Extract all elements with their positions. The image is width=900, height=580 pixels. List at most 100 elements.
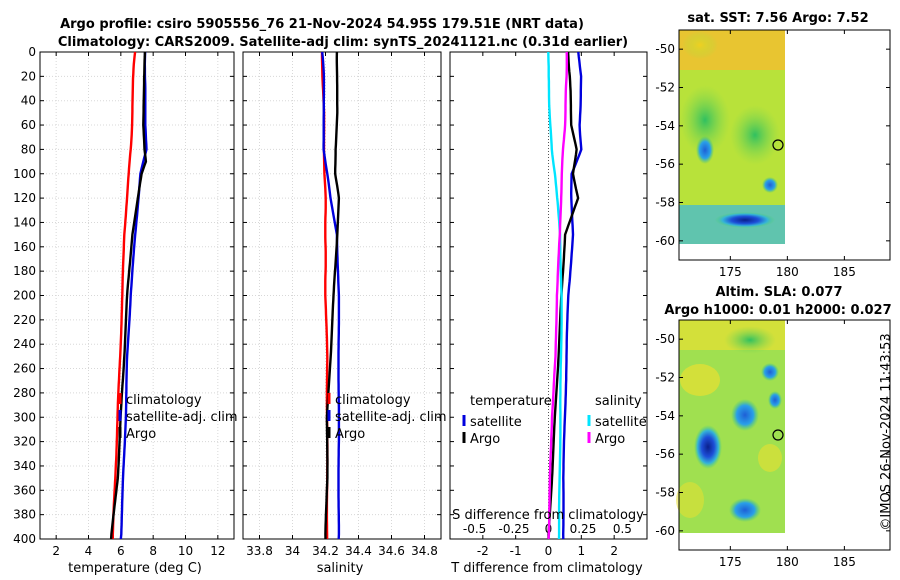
- sst-green-patch-2: [730, 105, 780, 165]
- sla-yellow-2: [758, 444, 782, 472]
- y-tick-label: 360: [13, 483, 36, 497]
- sla-green-1: [724, 326, 776, 354]
- y-tick-label: 40: [21, 94, 36, 108]
- map-x-tick-label: 185: [833, 265, 856, 279]
- y-tick-label: 0: [28, 45, 36, 59]
- x-tick-label: 6: [117, 544, 125, 558]
- credit-text: ©IMOS 26-Nov-2024 11:43:53: [879, 333, 894, 530]
- map-x-tick-label: 185: [833, 555, 856, 569]
- y-tick-label: 180: [13, 264, 36, 278]
- sla-eddy-3: [768, 391, 782, 409]
- x-tick-label: 34.2: [312, 544, 339, 558]
- x-tick-label: 8: [149, 544, 157, 558]
- map-y-tick-label: -54: [655, 119, 675, 133]
- y-tick-label: 220: [13, 313, 36, 327]
- difference-xlabel2: S difference from climatology: [452, 508, 644, 523]
- legend-title-salinity: salinity: [595, 394, 642, 409]
- legend-label: Argo: [595, 432, 625, 447]
- legend-label: satellite-adj. clim: [335, 410, 447, 425]
- map-axes: 175 180 185 -50 -52 -54 -56 -58 -60 175 180 185 -50 -…: [655, 30, 890, 569]
- map-x-tick-label: 175: [719, 555, 742, 569]
- y-tick-label: 240: [13, 337, 36, 351]
- x-tick-label: -1: [510, 544, 522, 558]
- map-y-tick-label: -58: [655, 196, 675, 210]
- x-tick-label-secondary: 0.25: [570, 522, 597, 536]
- y-tick-label: 140: [13, 215, 36, 229]
- x-tick-label-secondary: -0.25: [498, 522, 529, 536]
- sla-eddy-2: [761, 363, 779, 381]
- y-tick-label: 20: [21, 69, 36, 83]
- sst-cool-eddy-2: [762, 177, 778, 193]
- x-tick-label: 2: [610, 544, 618, 558]
- series-line-temperature-satellite: [562, 51, 583, 540]
- sla-map-title: Altim. SLA: 0.077: [716, 285, 843, 300]
- x-tick-label: 33.8: [246, 544, 273, 558]
- x-tick-label: 34.8: [411, 544, 438, 558]
- sla-eddy-1: [731, 399, 759, 431]
- sla-argo-marker: [772, 429, 784, 441]
- figure-title-line2: Climatology: CARS2009. Satellite-adj cli…: [58, 35, 628, 50]
- legend-label: satellite: [470, 415, 522, 430]
- sst-cold-band: [715, 212, 775, 228]
- series-line-climatology: [111, 51, 137, 539]
- sla-deep-eddy: [694, 425, 722, 469]
- y-tick-label: 200: [13, 289, 36, 303]
- y-tick-label: 320: [13, 435, 36, 449]
- legend-label: Argo: [470, 432, 500, 447]
- x-tick-label: 10: [178, 544, 193, 558]
- legend-label: Argo: [126, 427, 156, 442]
- y-tick-label: 280: [13, 386, 36, 400]
- sst-green-patch-1: [680, 85, 730, 155]
- sst-map: [678, 29, 891, 261]
- map-y-tick-label: -52: [655, 371, 675, 385]
- sla-map-frame: [678, 319, 891, 551]
- map-y-tick-label: -56: [655, 157, 675, 171]
- map-x-tick-label: 180: [776, 265, 799, 279]
- x-tick-label: 34.6: [378, 544, 405, 558]
- map-y-tick-label: -60: [655, 234, 675, 248]
- map-y-tick-label: -50: [655, 332, 675, 346]
- map-y-tick-label: -60: [655, 524, 675, 538]
- x-tick-label-secondary: 0.5: [613, 522, 632, 536]
- map-y-tick-label: -58: [655, 486, 675, 500]
- y-tick-label: 60: [21, 118, 36, 132]
- sst-cool-eddy-1: [696, 136, 714, 164]
- sla-yellow-patch: [680, 364, 720, 396]
- series-line-argo: [324, 51, 341, 540]
- figure-title-line1: Argo profile: csiro 5905556_76 21-Nov-20…: [60, 17, 584, 32]
- y-tick-label: 380: [13, 508, 36, 522]
- x-tick-label: 12: [210, 544, 225, 558]
- series-line-salinity-satellite: [547, 51, 563, 540]
- map-y-tick-label: -56: [655, 447, 675, 461]
- legend-label: satellite-adj. clim: [126, 410, 238, 425]
- x-tick-label: 34.4: [345, 544, 372, 558]
- y-tick-label: 80: [21, 142, 36, 156]
- x-tick-label: 1: [578, 544, 586, 558]
- legend-label: Argo: [335, 427, 365, 442]
- x-tick-label-secondary: -0.5: [463, 522, 486, 536]
- series-line-argo: [109, 51, 148, 540]
- y-tick-label: 340: [13, 459, 36, 473]
- sst-argo-marker: [772, 139, 784, 151]
- sst-map-title: sat. SST: 7.56 Argo: 7.52: [687, 11, 868, 26]
- y-tick-label: 400: [13, 532, 36, 546]
- map-x-tick-label: 180: [776, 555, 799, 569]
- difference-xlabel: T difference from climatology: [450, 561, 643, 576]
- y-tick-label: 160: [13, 240, 36, 254]
- salinity-panel: 33.8 34 34.2 34.4 34.6 34.8 climatology satelli…: [242, 51, 447, 558]
- legend-label: climatology: [126, 393, 202, 408]
- x-tick-label: 34: [285, 544, 300, 558]
- sst-warm-patch: [682, 31, 718, 59]
- y-tick-label: 100: [13, 167, 36, 181]
- x-tick-label: 2: [52, 544, 60, 558]
- legend-label: satellite: [595, 415, 647, 430]
- x-tick-label: 4: [85, 544, 93, 558]
- x-tick-label: 0: [545, 544, 553, 558]
- sla-map-subtitle: Argo h1000: 0.01 h2000: 0.027: [664, 303, 891, 318]
- map-y-tick-label: -54: [655, 409, 675, 423]
- series-line-satellite-adj-clim: [119, 51, 148, 540]
- series-line-satellite-adj-clim: [321, 51, 341, 540]
- legend-title-temperature: temperature: [470, 394, 552, 409]
- y-tick-label: 120: [13, 191, 36, 205]
